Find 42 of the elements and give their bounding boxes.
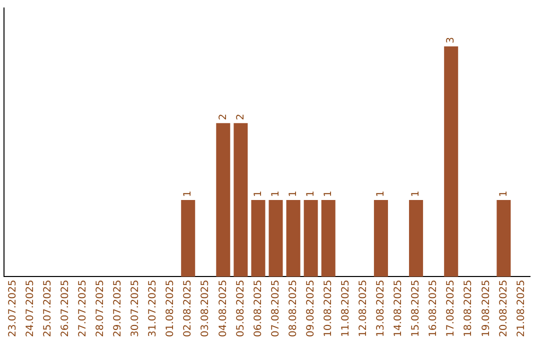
x-tick-label: 23.07.2025	[7, 280, 18, 338]
x-tick-label: 12.08.2025	[358, 280, 370, 338]
data-label: 3	[446, 37, 457, 44]
data-label: 1	[322, 190, 334, 197]
data-label: 1	[288, 190, 299, 197]
data-label: 1	[376, 190, 387, 197]
x-tick-label: 18.08.2025	[463, 280, 474, 338]
data-label: 1	[410, 190, 422, 197]
x-tick-label: 16.08.2025	[428, 280, 440, 338]
x-tick-label: 21.08.2025	[516, 280, 527, 338]
x-tick-label: 20.08.2025	[498, 280, 510, 338]
x-tick-label: 30.07.2025	[130, 280, 142, 338]
x-tick-label: 05.08.2025	[235, 280, 246, 338]
x-tick-label: 01.08.2025	[165, 280, 176, 338]
x-tick-label: 03.08.2025	[200, 280, 212, 338]
data-label: 1	[252, 190, 264, 197]
x-tick-label: 19.08.2025	[480, 280, 492, 338]
x-tick-label: 31.07.2025	[148, 280, 159, 338]
data-label: 1	[305, 190, 316, 197]
x-tick-label: 25.07.2025	[42, 280, 54, 338]
x-tick-label: 13.08.2025	[376, 280, 387, 338]
x-tick-label: 07.08.2025	[270, 280, 282, 338]
x-tick-label: 15.08.2025	[410, 280, 422, 338]
x-tick-label: 02.08.2025	[182, 280, 194, 338]
x-tick-label: 04.08.2025	[218, 280, 229, 338]
x-tick-label: 26.07.2025	[60, 280, 71, 338]
data-label: 1	[182, 190, 194, 197]
x-tick-label: 09.08.2025	[305, 280, 316, 338]
x-tick-label: 06.08.2025	[252, 280, 264, 338]
x-tick-label: 17.08.2025	[446, 280, 457, 338]
data-label: 1	[498, 190, 510, 197]
x-tick-label: 10.08.2025	[322, 280, 334, 338]
x-tick-label: 28.07.2025	[95, 280, 106, 338]
x-tick-label: 14.08.2025	[393, 280, 404, 338]
x-tick-label: 11.08.2025	[340, 280, 352, 338]
x-tick-label: 24.07.2025	[24, 280, 36, 338]
x-tick-label: 08.08.2025	[288, 280, 299, 338]
x-tick-label: 29.07.2025	[112, 280, 124, 338]
x-tick-label: 27.07.2025	[77, 280, 88, 338]
data-label: 2	[235, 114, 246, 120]
data-label: 2	[218, 114, 229, 120]
data-label: 1	[270, 190, 282, 197]
